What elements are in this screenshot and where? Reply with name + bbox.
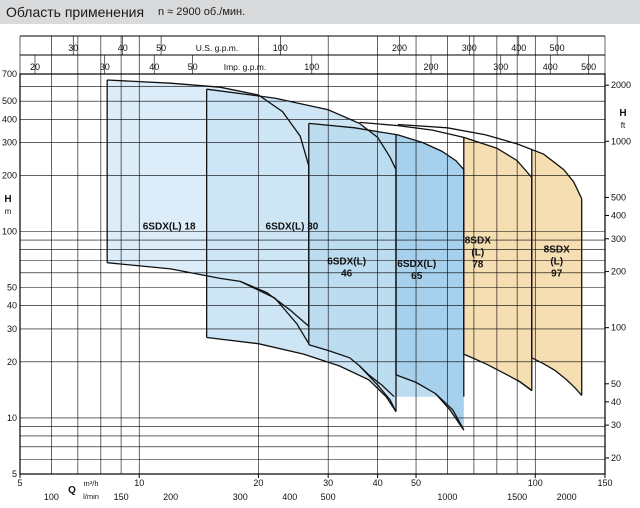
tick-label-ft: 40: [611, 397, 621, 407]
tick-label-m: 50: [7, 283, 17, 293]
tick-label-m3h: 10: [134, 478, 144, 488]
tick-label-m: 400: [2, 114, 17, 124]
y-axis-title-left: H: [4, 194, 11, 205]
series-label-8sdx-l-97: 97: [551, 268, 563, 279]
series-label-8sdx-l-78: 8SDX: [465, 236, 491, 247]
tick-label-usgpm: 400: [511, 43, 526, 53]
tick-label-ft: 200: [611, 267, 626, 277]
y-axis-unit-right: ft: [621, 121, 626, 130]
tick-label-m: 30: [7, 324, 17, 334]
tick-label-impgpm: 200: [424, 62, 439, 72]
tick-label-lmin: 200: [163, 492, 178, 502]
tick-label-lmin: 300: [233, 492, 248, 502]
tick-label-usgpm: 500: [550, 43, 565, 53]
x-axis-unit-lmin: l/min: [83, 492, 99, 501]
series-label-8sdx-l-97: 8SDX: [544, 244, 570, 255]
tick-label-lmin: 2000: [557, 492, 577, 502]
tick-label-ft: 400: [611, 210, 626, 220]
tick-label-m: 5: [12, 469, 17, 479]
y-axis-title-right: H: [619, 108, 626, 119]
curve-top-6sdx-l-30: [206, 88, 397, 170]
plot-frame: [19, 73, 606, 475]
tick-label-m: 40: [7, 301, 17, 311]
tick-label-impgpm: 100: [304, 62, 319, 72]
tick-label-usgpm: 100: [273, 43, 288, 53]
tick-label-m3h: 50: [411, 478, 421, 488]
tick-label-ft: 50: [611, 379, 621, 389]
tick-label-ft: 500: [611, 192, 626, 202]
tick-label-impgpm: 50: [188, 62, 198, 72]
curve-top-6sdx-l-46: [308, 122, 465, 171]
tick-label-impgpm: 500: [581, 62, 596, 72]
curve-bottom-8sdx-l-97: [531, 357, 583, 396]
tick-label-lmin: 1500: [507, 492, 527, 502]
tick-label-m: 100: [2, 227, 17, 237]
tick-label-lmin: 150: [114, 492, 129, 502]
series-label-8sdx-l-97: (L): [550, 256, 563, 267]
axis-label-usgpm: U.S. g.p.m.: [196, 43, 239, 53]
tick-label-impgpm: 20: [30, 62, 40, 72]
series-label-6sdx-l-46: 6SDX(L): [327, 256, 366, 267]
tick-label-m: 700: [2, 69, 17, 79]
tick-label-usgpm: 200: [392, 43, 407, 53]
curve-tail: [240, 280, 310, 345]
tick-label-ft: 1000: [611, 136, 631, 146]
area-8sdx-l-78: [463, 137, 532, 391]
series-label-8sdx-l-78: (L): [471, 248, 484, 259]
tick-label-usgpm: 300: [462, 43, 477, 53]
tick-label-m3h: 40: [373, 478, 383, 488]
tick-label-lmin: 1000: [437, 492, 457, 502]
tick-label-ft: 20: [611, 453, 621, 463]
y-axis-unit-left: m: [5, 207, 12, 216]
tick-label-m: 500: [2, 96, 17, 106]
tick-label-ft: 100: [611, 323, 626, 333]
curve-top-6sdx-l-18: [107, 79, 310, 167]
axis-label-impgpm: Imp. g.p.m.: [224, 62, 267, 72]
tick-label-ft: 30: [611, 420, 621, 430]
series-label-6sdx-l-18: 6SDX(L) 18: [143, 221, 196, 232]
series-labels: 6SDX(L) 18 6SDX(L) 306SDX(L)466SDX(L)658S…: [143, 221, 570, 282]
tick-label-impgpm: 40: [149, 62, 159, 72]
tick-label-impgpm: 300: [493, 62, 508, 72]
tick-label-ft: 2000: [611, 80, 631, 90]
x-axis-title: Q: [68, 485, 76, 496]
area-8sdx-l-97: [531, 149, 582, 396]
series-label-6sdx-l-65: 6SDX(L): [397, 259, 436, 270]
tick-label-lmin: 400: [282, 492, 297, 502]
series-label-6sdx-l-46: 46: [341, 268, 353, 279]
header-bar: Область применения n ≈ 2900 об./мин.: [0, 0, 640, 24]
tick-label-ft: 300: [611, 234, 626, 244]
tick-label-m3h: 100: [528, 478, 543, 488]
tick-label-m3h: 5: [17, 478, 22, 488]
tick-label-m3h: 20: [253, 478, 263, 488]
tick-label-impgpm: 400: [543, 62, 558, 72]
tick-label-m: 200: [2, 170, 17, 180]
series-label-8sdx-l-78: 78: [472, 260, 484, 271]
tick-label-m: 300: [2, 138, 17, 148]
curve-bottom-6sdx-l-30: [206, 336, 397, 413]
tick-label-impgpm: 30: [100, 62, 110, 72]
pump-areas: [107, 80, 582, 431]
curve-tail: [516, 379, 533, 392]
curve-top-8sdx-l-97: [397, 123, 583, 199]
x-axis-unit-m3h: m³/h: [84, 479, 99, 488]
speed-subtitle: n ≈ 2900 об./мин.: [158, 6, 246, 18]
series-label-6sdx-l-30: 6SDX(L) 30: [266, 221, 319, 232]
tick-label-m: 20: [7, 357, 17, 367]
tick-label-m3h: 150: [597, 478, 612, 488]
tick-label-usgpm: 30: [68, 43, 78, 53]
tick-label-lmin: 500: [321, 492, 336, 502]
tick-label-lmin: 100: [44, 492, 59, 502]
curve-tail: [435, 393, 465, 431]
page-title: Область применения: [6, 4, 145, 20]
series-label-6sdx-l-65: 65: [411, 271, 423, 282]
performance-chart: 6SDX(L) 18 6SDX(L) 306SDX(L)466SDX(L)658S…: [2, 35, 631, 502]
tick-label-usgpm: 50: [156, 43, 166, 53]
curve-tail: [359, 365, 397, 412]
area-6sdx-l-65: [396, 134, 464, 431]
tick-label-m3h: 30: [323, 478, 333, 488]
tick-label-m: 10: [7, 413, 17, 423]
tick-label-usgpm: 40: [118, 43, 128, 53]
